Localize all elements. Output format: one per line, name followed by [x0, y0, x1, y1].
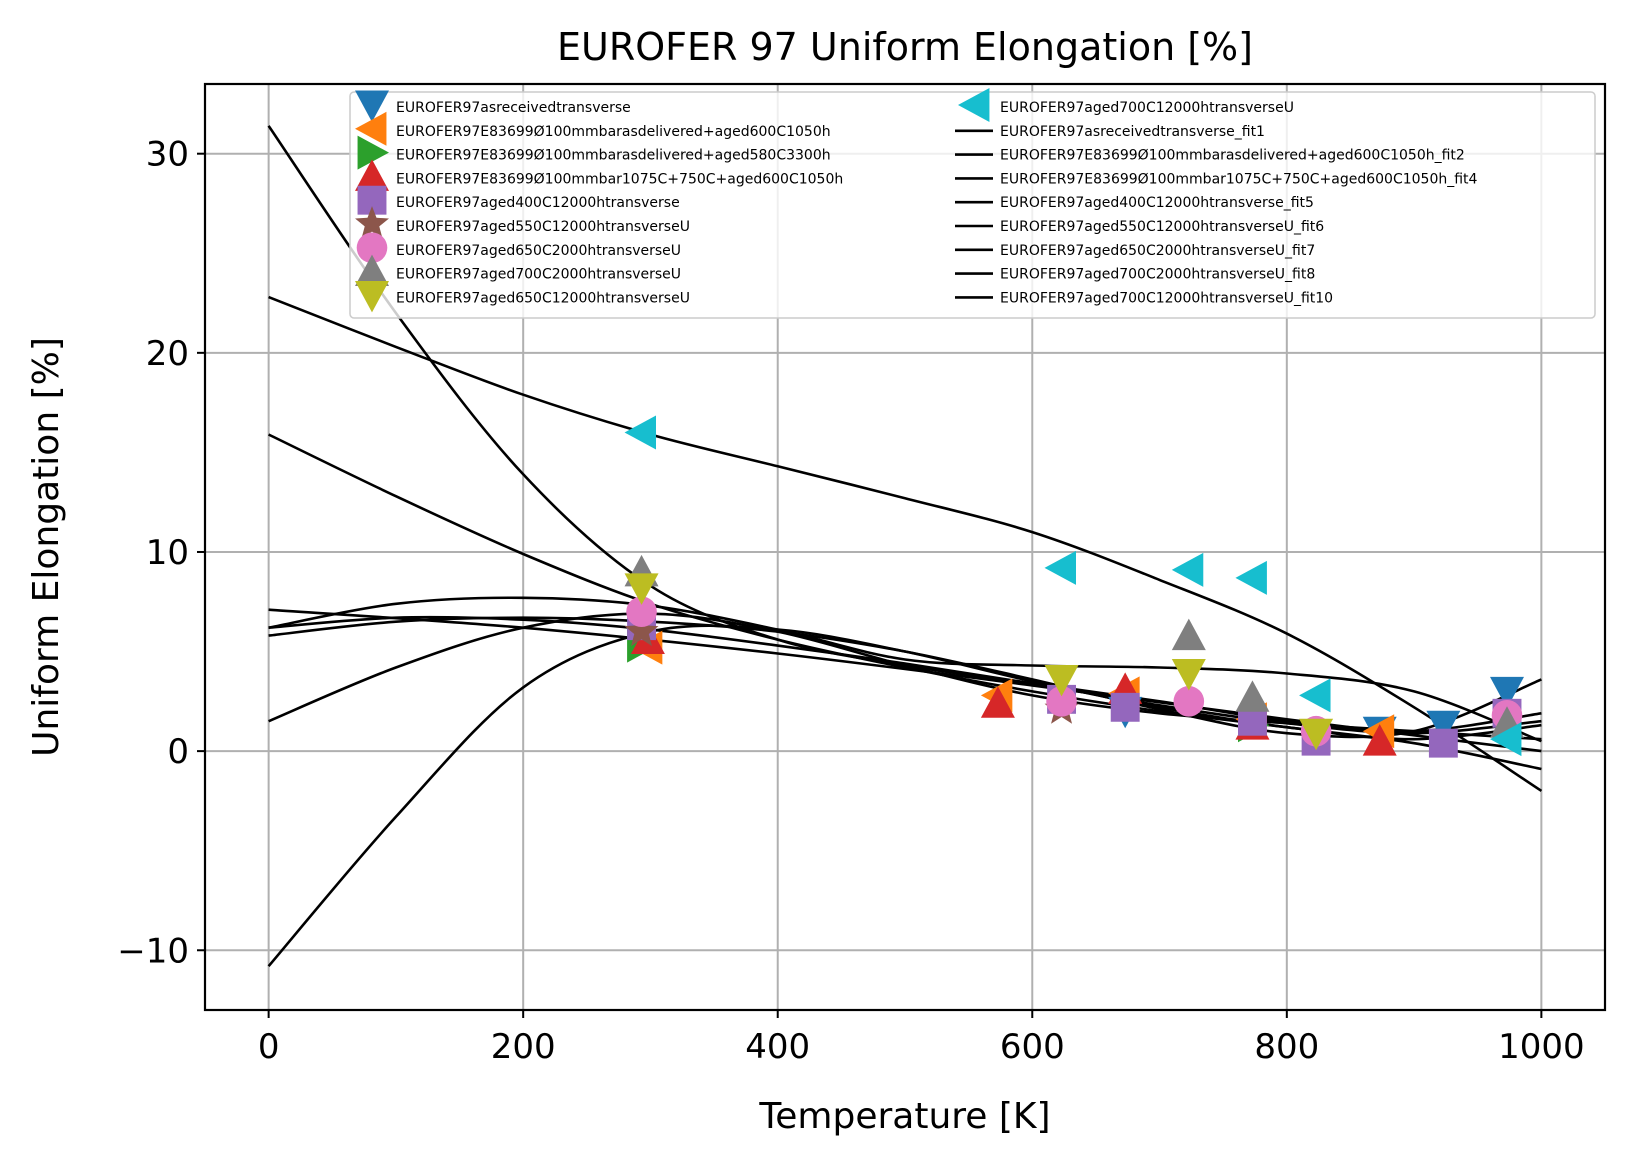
triangle-left-marker: [1235, 560, 1267, 595]
triangle-down-marker: [624, 573, 659, 605]
y-tick-label: 30: [146, 135, 189, 175]
triangle-left-marker: [624, 415, 656, 450]
y-tick-label: 20: [146, 334, 189, 374]
fit-curve: [268, 295, 1543, 792]
triangle-down-marker: [1426, 710, 1461, 743]
legend-entry-label: EUROFER97E83699Ø100mmbar1075C+750C+aged6…: [396, 171, 843, 187]
y-axis-label: Uniform Elongation [%]: [26, 337, 67, 757]
legend-entry-label: EUROFER97E83699Ø100mmbarasdelivered+aged…: [396, 124, 831, 140]
legend-entry-label: EUROFER97aged700C12000htransverseU: [1000, 100, 1294, 116]
fit-curve: [268, 596, 1542, 743]
x-axis-label: Temperature [K]: [758, 1096, 1050, 1137]
triangle-up-marker: [355, 159, 389, 191]
circle-marker: [626, 596, 657, 628]
legend-entry-label: EUROFER97aged700C12000htransverseU_fit10: [1000, 290, 1333, 306]
circle-marker: [1173, 686, 1205, 717]
triangle-down-marker: [1490, 676, 1524, 709]
triangle-up-marker: [1235, 680, 1270, 712]
triangle-right-marker: [357, 135, 389, 170]
triangle-left-marker: [1044, 550, 1076, 585]
axes-frame: [203, 82, 1607, 1012]
triangle-left-marker: [1299, 678, 1331, 713]
legend-entry-label: EUROFER97aged650C12000htransverseU: [396, 290, 690, 306]
x-tick-label: 1000: [1498, 1027, 1585, 1067]
triangle-left-marker: [355, 111, 387, 146]
square-marker: [1110, 692, 1140, 722]
triangle-down-marker: [1044, 664, 1079, 697]
legend-entry-label: EUROFER97aged650C2000htransverseU_fit7: [1000, 243, 1315, 259]
triangle-down-marker: [355, 280, 389, 313]
triangle-up-marker: [980, 686, 1015, 718]
triangle-left-marker: [1171, 552, 1204, 587]
legend-entry-label: EUROFER97aged400C12000htransverse_fit5: [1000, 195, 1314, 211]
triangle-left-marker: [1490, 722, 1522, 757]
legend-entry-label: EUROFER97E83699Ø100mmbarasdelivered+aged…: [1000, 148, 1465, 164]
x-tick-label: 400: [745, 1027, 810, 1067]
triangle-down-marker: [1299, 718, 1334, 751]
y-tick-label: −10: [117, 931, 189, 971]
triangle-down-marker: [1171, 659, 1206, 691]
triangle-up-marker: [1362, 724, 1397, 756]
star-marker: [355, 206, 389, 239]
legend-entry-label: EUROFER97aged700C2000htransverseU_fit8: [1000, 267, 1315, 283]
x-tick-label: 0: [258, 1027, 280, 1067]
triangle-up-marker: [355, 254, 389, 287]
legend-entry-label: EUROFER97aged550C12000htransverseU_fit6: [1000, 219, 1324, 235]
triangle-up-marker: [1171, 618, 1206, 651]
legend-frame: [349, 91, 1596, 319]
chart-title: EUROFER 97 Uniform Elongation [%]: [557, 25, 1253, 69]
square-marker: [1428, 728, 1458, 758]
star-marker: [624, 613, 659, 647]
legend-entry-label: EUROFER97aged550C12000htransverseU: [396, 219, 690, 235]
legend: EUROFER97asreceivedtransverse EUROFER97E8…: [349, 88, 1596, 319]
y-tick-label: 10: [146, 533, 189, 573]
triangle-left-marker: [958, 88, 990, 122]
circle-marker: [1046, 686, 1077, 717]
axis-ticks: 0 200 400 600 800 1000 −10 0 10 20 30: [117, 135, 1584, 1067]
circle-marker: [356, 232, 388, 264]
legend-entry-label: EUROFER97aged650C2000htransverseU: [396, 243, 681, 259]
legend-entry-label: EUROFER97E83699Ø100mmbar1075C+750C+aged6…: [1000, 171, 1478, 187]
legend-entry-label: EUROFER97asreceivedtransverse: [396, 100, 631, 116]
y-tick-label: 0: [167, 732, 189, 772]
x-tick-label: 800: [1254, 1027, 1319, 1067]
legend-entry-label: EUROFER97aged700C2000htransverseU: [396, 267, 681, 283]
legend-entry-label: EUROFER97E83699Ø100mmbarasdelivered+aged…: [396, 148, 831, 164]
x-tick-label: 600: [1000, 1027, 1065, 1067]
x-tick-label: 200: [491, 1027, 556, 1067]
triangle-down-marker: [355, 90, 389, 122]
legend-entry-label: EUROFER97aged400C12000htransverse: [396, 195, 680, 211]
data-markers: [624, 415, 1524, 758]
legend-entry-label: EUROFER97asreceivedtransverse_fit1: [1000, 124, 1265, 140]
